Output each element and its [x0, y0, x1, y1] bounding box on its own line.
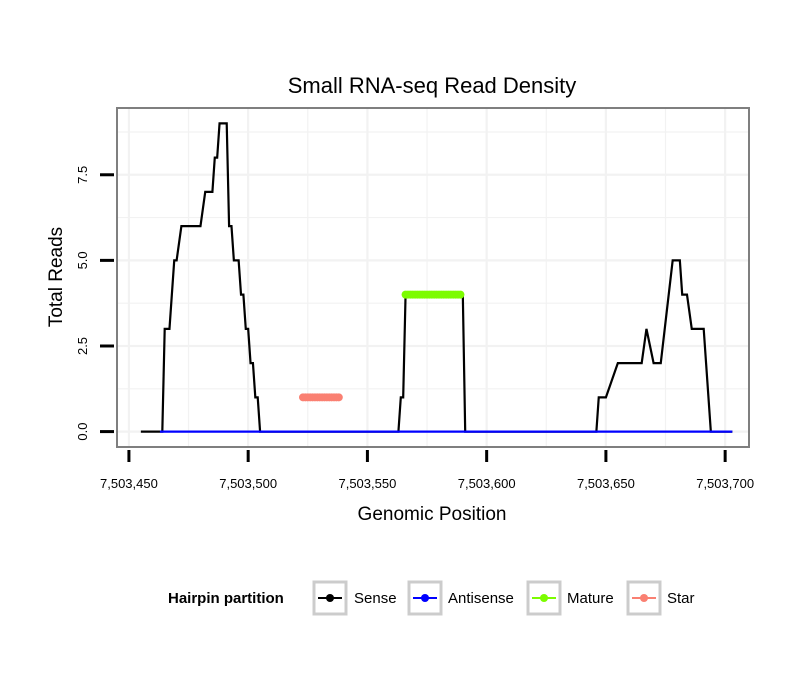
x-tick-label: 7,503,500: [219, 476, 277, 491]
y-tick-label: 2.5: [75, 337, 90, 355]
axes: 7,503,450 7,503,500 7,503,550 7,503,600 7,50…: [75, 166, 754, 491]
x-tick-label: 7,503,600: [458, 476, 516, 491]
y-tick-label: 7.5: [75, 166, 90, 184]
legend-label-sense: Sense: [354, 590, 397, 607]
chart-title: Small RNA-seq Read Density: [288, 73, 577, 98]
star-point: [334, 393, 343, 402]
series-layer: [140, 122, 733, 433]
x-tick-label: 7,503,650: [577, 476, 635, 491]
x-axis-title: Genomic Position: [358, 504, 507, 525]
y-tick-label: 0.0: [75, 423, 90, 441]
legend: Hairpin partition Sense Antisense Mature St…: [168, 580, 695, 616]
y-axis-title: Total Reads: [46, 227, 67, 327]
legend-title: Hairpin partition: [168, 590, 284, 607]
y-tick-label: 5.0: [75, 251, 90, 269]
legend-key-point: [326, 594, 334, 602]
legend-key-point: [540, 594, 548, 602]
series-star: [299, 393, 343, 402]
legend-key-point: [640, 594, 648, 602]
mature-point: [456, 290, 465, 299]
plot-panel: [116, 107, 750, 448]
legend-label-mature: Mature: [567, 590, 614, 607]
legend-label-antisense: Antisense: [448, 590, 514, 607]
legend-label-star: Star: [667, 590, 695, 607]
x-tick-label: 7,503,700: [696, 476, 754, 491]
legend-key-point: [421, 594, 429, 602]
x-tick-label: 7,503,550: [338, 476, 396, 491]
x-tick-label: 7,503,450: [100, 476, 158, 491]
series-mature: [401, 290, 465, 299]
